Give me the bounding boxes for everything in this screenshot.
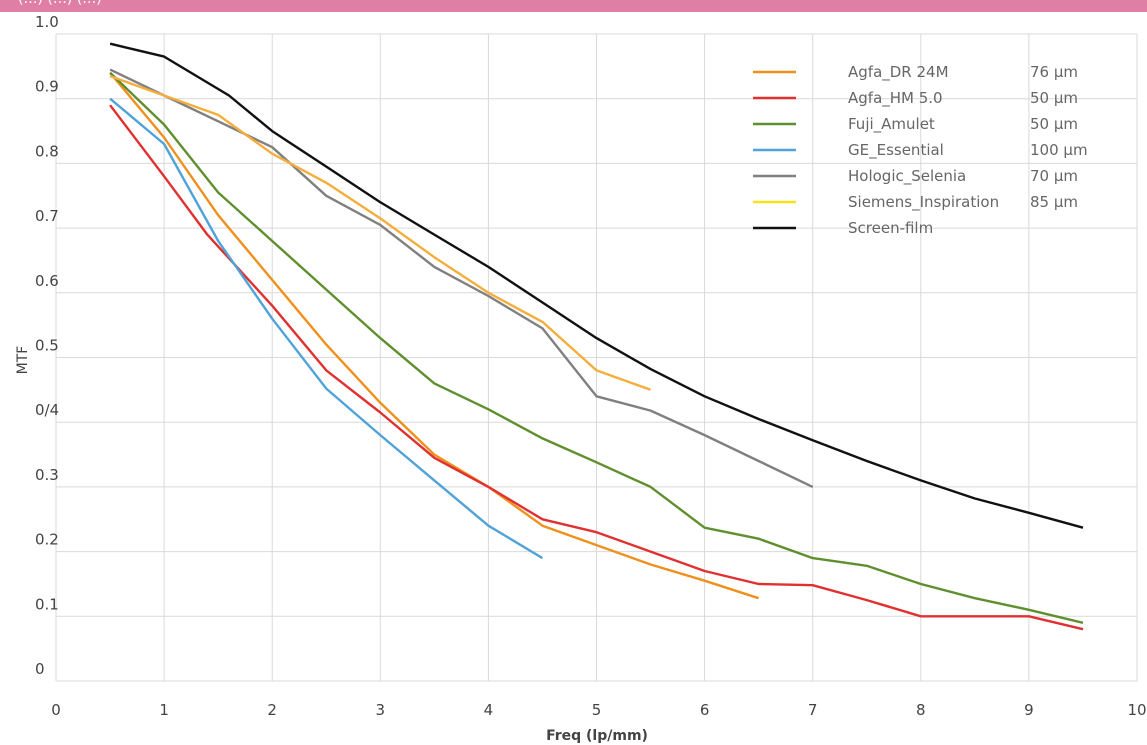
legend-label-ge-essential: GE_Essential [848,141,944,160]
series-line-siemens-inspiration [109,74,652,391]
header-text: (…) (…) (…) [18,0,102,7]
y-tick-label: 0/4 [35,401,59,419]
x-tick-label: 8 [916,701,926,719]
y-tick-label: 0.2 [35,531,59,549]
y-tick-label: 0.9 [35,78,59,96]
y-tick-label: 0 [35,660,45,678]
y-tick-label: 0.5 [35,337,59,355]
y-tick-label: 0.7 [35,207,59,225]
plot-area [109,42,1084,631]
legend: Agfa_DR 24M 76 µm Agfa_HM 5.0 50 µm Fuji_Amu… [753,63,1088,237]
header-bar: (…) (…) (…) [0,0,1147,12]
x-tick-label: 1 [159,701,169,719]
y-tick-label: 0.1 [35,595,59,613]
legend-label-fuji-amulet: Fuji_Amulet [848,115,935,134]
axis-ticks: 0 1 2 3 4 5 6 7 8 9 10 0 0.1 0.2 0.3 0/4 0.5 0.6 0.7 0.8 0.9… [35,13,1147,719]
grid [55,33,1138,682]
series-line-agfa-dr-24m [109,72,759,600]
legend-pixel-size-ge-essential: 100 µm [1030,141,1088,159]
y-tick-label: 0.3 [35,466,59,484]
series-line-agfa-hm-5-0 [109,104,1084,631]
series-line-screen-film [109,42,1084,529]
legend-label-hologic-selenia: Hologic_Selenia [848,167,966,186]
legend-label-agfa-dr-24m: Agfa_DR 24M [848,63,949,82]
x-tick-label: 3 [376,701,386,719]
x-axis-title: Freq (lp/mm) [546,728,648,744]
x-tick-label: 7 [808,701,818,719]
legend-label-screen-film: Screen-film [848,219,933,237]
legend-label-agfa-hm-5-0: Agfa_HM 5.0 [848,89,943,108]
series-line-ge-essential [109,97,544,560]
y-tick-label: 0.6 [35,272,59,290]
legend-pixel-size-fuji-amulet: 50 µm [1030,115,1078,133]
y-tick-label: 1.0 [35,13,59,31]
x-tick-label: 4 [484,701,494,719]
x-tick-label: 10 [1127,701,1146,719]
legend-pixel-size-agfa-dr-24m: 76 µm [1030,63,1078,81]
series-line-hologic-selenia [109,68,814,488]
legend-label-siemens-inspiration: Siemens_Inspiration [848,193,999,212]
legend-pixel-size-siemens-inspiration: 85 µm [1030,193,1078,211]
x-tick-label: 9 [1024,701,1034,719]
y-axis-title: MTF [15,346,31,375]
series-line-fuji-amulet [109,71,1084,624]
x-tick-label: 5 [592,701,602,719]
legend-pixel-size-hologic-selenia: 70 µm [1030,167,1078,185]
legend-pixel-size-agfa-hm-5-0: 50 µm [1030,89,1078,107]
x-tick-label: 6 [700,701,710,719]
x-tick-label: 2 [267,701,277,719]
y-tick-label: 0.8 [35,142,59,160]
x-tick-label: 0 [51,701,61,719]
